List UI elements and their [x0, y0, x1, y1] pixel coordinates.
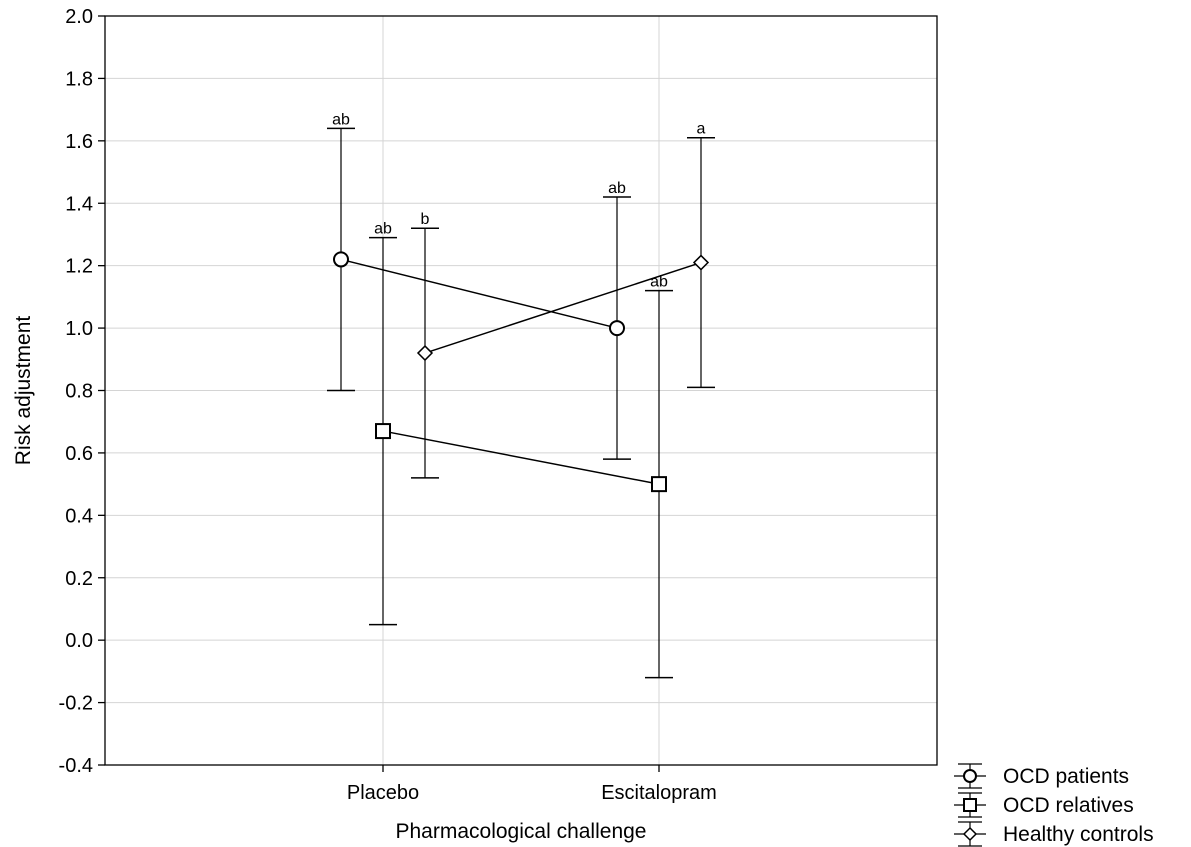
legend-label: OCD patients	[1003, 765, 1129, 788]
legend-label: OCD relatives	[1003, 794, 1134, 817]
y-tick-label: -0.4	[59, 755, 93, 777]
legend-item: OCD patients	[954, 763, 1129, 789]
series-line	[424, 261, 702, 354]
x-axis-ticks: Placebo Escitalopram	[347, 765, 717, 804]
series-line	[382, 430, 660, 485]
y-tick-label: -0.2	[59, 693, 93, 715]
y-tick-label: 0.2	[65, 568, 93, 590]
y-tick-label: 2.0	[65, 6, 93, 28]
y-tick-label: 1.8	[65, 68, 93, 90]
legend-label: Healthy controls	[1003, 823, 1154, 846]
legend: OCD patients OCD relatives Healthy control…	[954, 763, 1154, 847]
y-tick-label: 0.4	[65, 505, 93, 527]
y-axis-title: Risk adjustment	[12, 316, 35, 466]
data-point-diamond	[692, 254, 710, 271]
data-point-square	[375, 423, 391, 440]
legend-item: Healthy controls	[954, 821, 1154, 847]
y-tick-label: 1.6	[65, 131, 93, 153]
x-tick-label: Escitalopram	[601, 782, 717, 804]
legend-marker-diamond	[962, 826, 978, 842]
significance-label: ab	[332, 111, 350, 128]
legend-marker-circle	[963, 769, 977, 783]
significance-label: ab	[608, 180, 626, 197]
significance-label: ab	[374, 221, 392, 238]
y-tick-label: 0.0	[65, 630, 93, 652]
series-line	[340, 258, 618, 329]
x-axis-title: Pharmacological challenge	[396, 820, 647, 843]
gridlines	[105, 15, 937, 766]
significance-label: a	[697, 121, 706, 138]
series-circle: ab ab	[327, 111, 631, 460]
y-tick-label: 0.6	[65, 443, 93, 465]
y-tick-label: 1.4	[65, 193, 93, 215]
series-diamond: ba	[411, 121, 715, 479]
data-point-diamond	[416, 344, 434, 362]
y-tick-label: 0.8	[65, 381, 93, 403]
legend-item: OCD relatives	[954, 792, 1134, 818]
legend-marker-square	[963, 798, 977, 812]
data-point-circle	[333, 251, 349, 268]
significance-label: b	[421, 211, 430, 228]
x-tick-label: Placebo	[347, 782, 419, 804]
data-point-circle	[609, 320, 625, 337]
data-point-square	[651, 476, 667, 493]
y-tick-label: 1.0	[65, 318, 93, 340]
y-axis-ticks: 2.0 1.8 1.6 1.4 1.2 1.0 0.8 0.6 0.4 0.2 0.0 -0.2 -0.…	[59, 6, 105, 777]
y-tick-label: 1.2	[65, 256, 93, 278]
